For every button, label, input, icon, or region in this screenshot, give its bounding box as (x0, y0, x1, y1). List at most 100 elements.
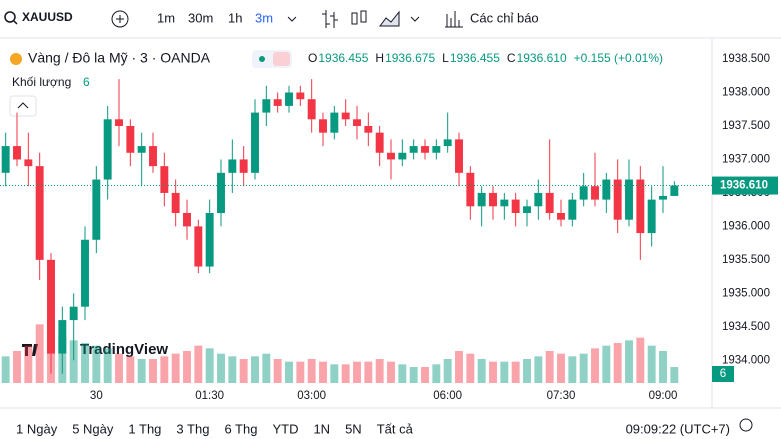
candle-body (69, 306, 78, 321)
candle-body (636, 179, 645, 234)
candle-body (171, 192, 180, 213)
candle-body (421, 146, 429, 153)
candle-body (194, 226, 203, 267)
candle-body (285, 92, 293, 106)
symbol-logo (10, 53, 22, 65)
volume-bar (625, 340, 633, 383)
candle-body (579, 186, 588, 200)
volume-bar (24, 345, 33, 383)
range-button[interactable]: 3 Thg (176, 421, 209, 436)
volume-bar (319, 361, 327, 383)
candle-icon[interactable] (351, 12, 358, 25)
candle-body (511, 199, 520, 213)
volume-bar (183, 351, 191, 383)
interval[interactable]: 1m (157, 10, 175, 25)
volume-bar (296, 361, 305, 383)
candle-body (602, 179, 611, 200)
legend-key: H (375, 51, 384, 65)
candle-body (659, 195, 667, 200)
candle-body (13, 146, 21, 160)
candle-body (489, 192, 497, 207)
candle-body (126, 125, 135, 153)
range-button[interactable]: 6 Thg (224, 421, 257, 436)
range-button[interactable]: 1N (313, 421, 330, 436)
bar-style-icon[interactable] (322, 10, 338, 28)
candle-body (228, 159, 237, 173)
volume-bar (375, 359, 384, 383)
candle-body (591, 186, 599, 200)
range-button[interactable]: YTD (272, 421, 298, 436)
volume-bar (568, 356, 577, 383)
symbol[interactable]: XAUUSD (22, 10, 73, 24)
volume-bar (81, 343, 89, 383)
y-tick-label: 1937.500 (722, 120, 770, 132)
interval-active[interactable]: 3m (255, 10, 273, 25)
volume-bar (35, 324, 44, 383)
legend-change: +0.155 (+0.01%) (574, 51, 663, 65)
compare-plus (116, 15, 124, 23)
legend-key: O (308, 51, 317, 65)
volume-bar (205, 348, 214, 383)
candle-body (330, 112, 339, 133)
candle-body (92, 179, 101, 240)
candle-body (205, 212, 214, 267)
collapse-button[interactable] (9, 95, 37, 117)
volume-bar (285, 361, 293, 383)
volume-bar (489, 361, 497, 383)
compare-button[interactable] (111, 10, 129, 28)
volume-bar (432, 364, 441, 383)
y-tick-label: 1935.000 (722, 287, 770, 299)
candle-body (568, 199, 577, 220)
volume-bar (500, 361, 509, 383)
volume-bar (387, 361, 395, 383)
range-button[interactable]: 1 Ngày (16, 421, 58, 436)
x-tick-label: 07:30 (547, 390, 576, 402)
volume-bar (160, 356, 169, 383)
candle-body (523, 206, 531, 213)
candle-body (35, 166, 44, 260)
settings-icon[interactable] (739, 418, 753, 432)
volume-bar (421, 367, 429, 383)
volume-value: 6 (83, 75, 90, 89)
candle-body (364, 125, 373, 133)
volume-bar (398, 364, 407, 383)
candle-body (387, 152, 395, 160)
volume-bar (341, 364, 350, 383)
candle-body (353, 119, 361, 126)
candle-body (432, 146, 441, 153)
range-button[interactable]: 1 Thg (128, 421, 161, 436)
range-button[interactable]: 5 Ngày (72, 421, 114, 436)
interval-dropdown[interactable] (287, 16, 297, 22)
volume-bar (251, 356, 259, 383)
volume-axis-box (712, 366, 734, 382)
volume-bar (194, 345, 203, 383)
indicators-button[interactable]: Các chỉ báo (470, 10, 539, 25)
candle-body (613, 179, 622, 220)
candle-body (557, 212, 565, 220)
candle-body (341, 112, 350, 120)
collapse-icon (17, 102, 29, 109)
volume-bar (534, 356, 543, 383)
volume-bar (647, 345, 656, 383)
volume-bar (115, 353, 123, 383)
volume-bar (69, 340, 78, 383)
volume-bar (466, 353, 475, 383)
search-icon[interactable] (4, 11, 16, 23)
range-button[interactable]: 5N (345, 421, 362, 436)
candle-body (217, 172, 225, 213)
candle-body (670, 185, 679, 196)
candle-body (1, 146, 10, 173)
volume-bar (126, 356, 135, 383)
candle-body (477, 192, 486, 207)
volume-title: Khối lượng (12, 75, 71, 89)
style-dropdown[interactable] (410, 16, 420, 22)
area-icon[interactable] (379, 10, 400, 27)
indicators-icon[interactable] (445, 11, 463, 28)
range-button[interactable]: Tất cả (377, 421, 414, 436)
candle-body (47, 259, 55, 354)
interval[interactable]: 1h (228, 10, 242, 25)
interval[interactable]: 30m (188, 10, 213, 25)
candle-body (647, 199, 656, 234)
volume-bar (613, 343, 622, 383)
candle-body (115, 119, 123, 126)
